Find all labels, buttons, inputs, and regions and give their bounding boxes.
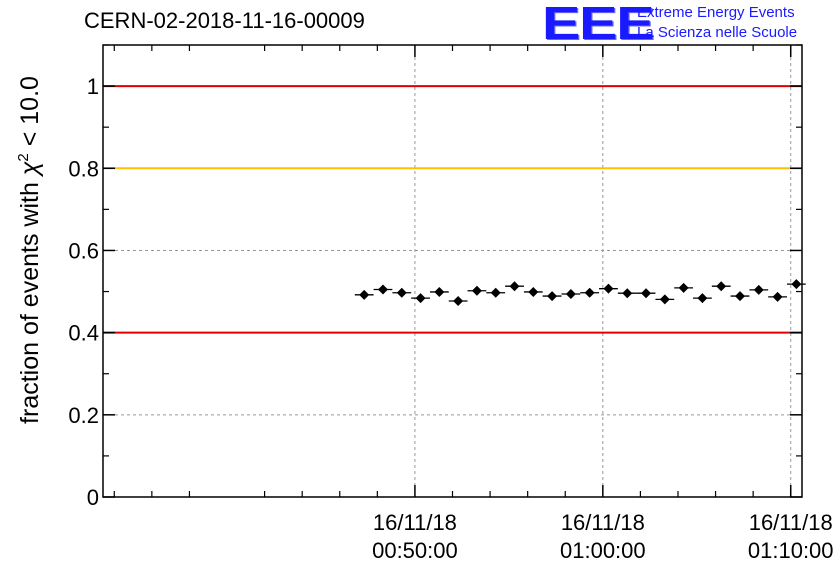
y-axis-label-suffix: < 10.0 [16, 76, 44, 153]
x-tick-time-2: 01:10:00 [748, 538, 834, 563]
data-point-5 [448, 295, 468, 306]
y-axis-label-chi: χ [16, 161, 44, 177]
y-tick-label-2: 0.4 [68, 321, 99, 346]
marker-22 [772, 291, 783, 302]
data-point-12 [580, 287, 600, 298]
data-point-11 [561, 289, 581, 300]
x-tick-time-1: 01:00:00 [560, 538, 646, 563]
logo-line-1: Extreme Energy Events [637, 4, 795, 21]
data-point-17 [674, 282, 694, 293]
data-point-7 [486, 287, 506, 298]
marker-3 [415, 293, 426, 304]
y-tick-label-3: 0.6 [68, 238, 99, 263]
x-tick-date-0: 16/11/18 [373, 510, 457, 535]
y-axis-label-sup: 2 [15, 153, 32, 161]
y-tick-label-0: 0 [87, 485, 99, 510]
data-point-0 [354, 289, 374, 300]
marker-8 [509, 281, 520, 292]
x-tick-date-1: 16/11/18 [561, 510, 645, 535]
logo-line-2: La Scienza nelle Scuole [637, 24, 798, 41]
data-point-14 [617, 288, 637, 299]
marker-19 [716, 281, 727, 292]
data-point-13 [599, 283, 618, 294]
marker-23 [791, 279, 802, 290]
data-point-15 [636, 288, 656, 299]
data-point-3 [411, 293, 430, 304]
marker-0 [359, 289, 370, 300]
y-tick-label-1: 0.2 [68, 403, 99, 428]
marker-21 [753, 284, 764, 295]
eee-logo-mark: EEE [542, 0, 655, 49]
reference-lines [103, 85, 802, 334]
tick-labels: 0 0.2 0.4 0.6 0.8 1 16/11/18 00:50:00 16/11/18 01… [68, 74, 833, 563]
data-point-6 [467, 285, 487, 296]
marker-16 [659, 294, 670, 305]
marker-14 [622, 288, 633, 299]
data-point-21 [749, 284, 769, 295]
data-point-18 [693, 293, 712, 304]
marker-17 [678, 282, 689, 293]
marker-20 [734, 291, 745, 302]
run-title: CERN-02-2018-11-16-00009 [84, 8, 365, 33]
marker-10 [547, 291, 558, 302]
marker-15 [641, 288, 652, 299]
marker-12 [584, 287, 595, 298]
data-point-19 [711, 281, 731, 292]
plot-frame [102, 44, 803, 498]
marker-1 [377, 284, 388, 295]
marker-13 [603, 283, 614, 294]
marker-5 [453, 295, 464, 306]
y-tick-label-5: 1 [87, 74, 99, 99]
data-points [354, 279, 806, 306]
data-point-22 [768, 291, 787, 302]
marker-9 [528, 286, 539, 297]
data-point-9 [523, 286, 543, 297]
eee-logo-text: Extreme Energy Events La Scienza nelle S… [637, 3, 797, 43]
data-point-20 [730, 291, 750, 302]
y-tick-label-4: 0.8 [68, 156, 99, 181]
axis-ticks [103, 44, 802, 498]
data-point-10 [542, 291, 562, 302]
y-axis-label-prefix: fraction of events with [16, 175, 44, 424]
grid-lines [103, 45, 802, 497]
data-point-8 [505, 281, 524, 292]
data-point-23 [786, 279, 806, 290]
y-axis-label: fraction of events with χ2 < 10.0 [15, 76, 44, 424]
marker-2 [396, 287, 407, 298]
marker-4 [434, 286, 445, 297]
data-point-16 [655, 294, 675, 305]
marker-11 [565, 289, 576, 300]
data-point-2 [392, 287, 412, 298]
x-tick-date-2: 16/11/18 [749, 510, 833, 535]
marker-18 [697, 293, 708, 304]
x-tick-time-0: 00:50:00 [372, 538, 458, 563]
marker-6 [471, 285, 482, 296]
data-point-1 [373, 284, 393, 295]
marker-7 [490, 287, 501, 298]
data-point-4 [429, 286, 449, 297]
